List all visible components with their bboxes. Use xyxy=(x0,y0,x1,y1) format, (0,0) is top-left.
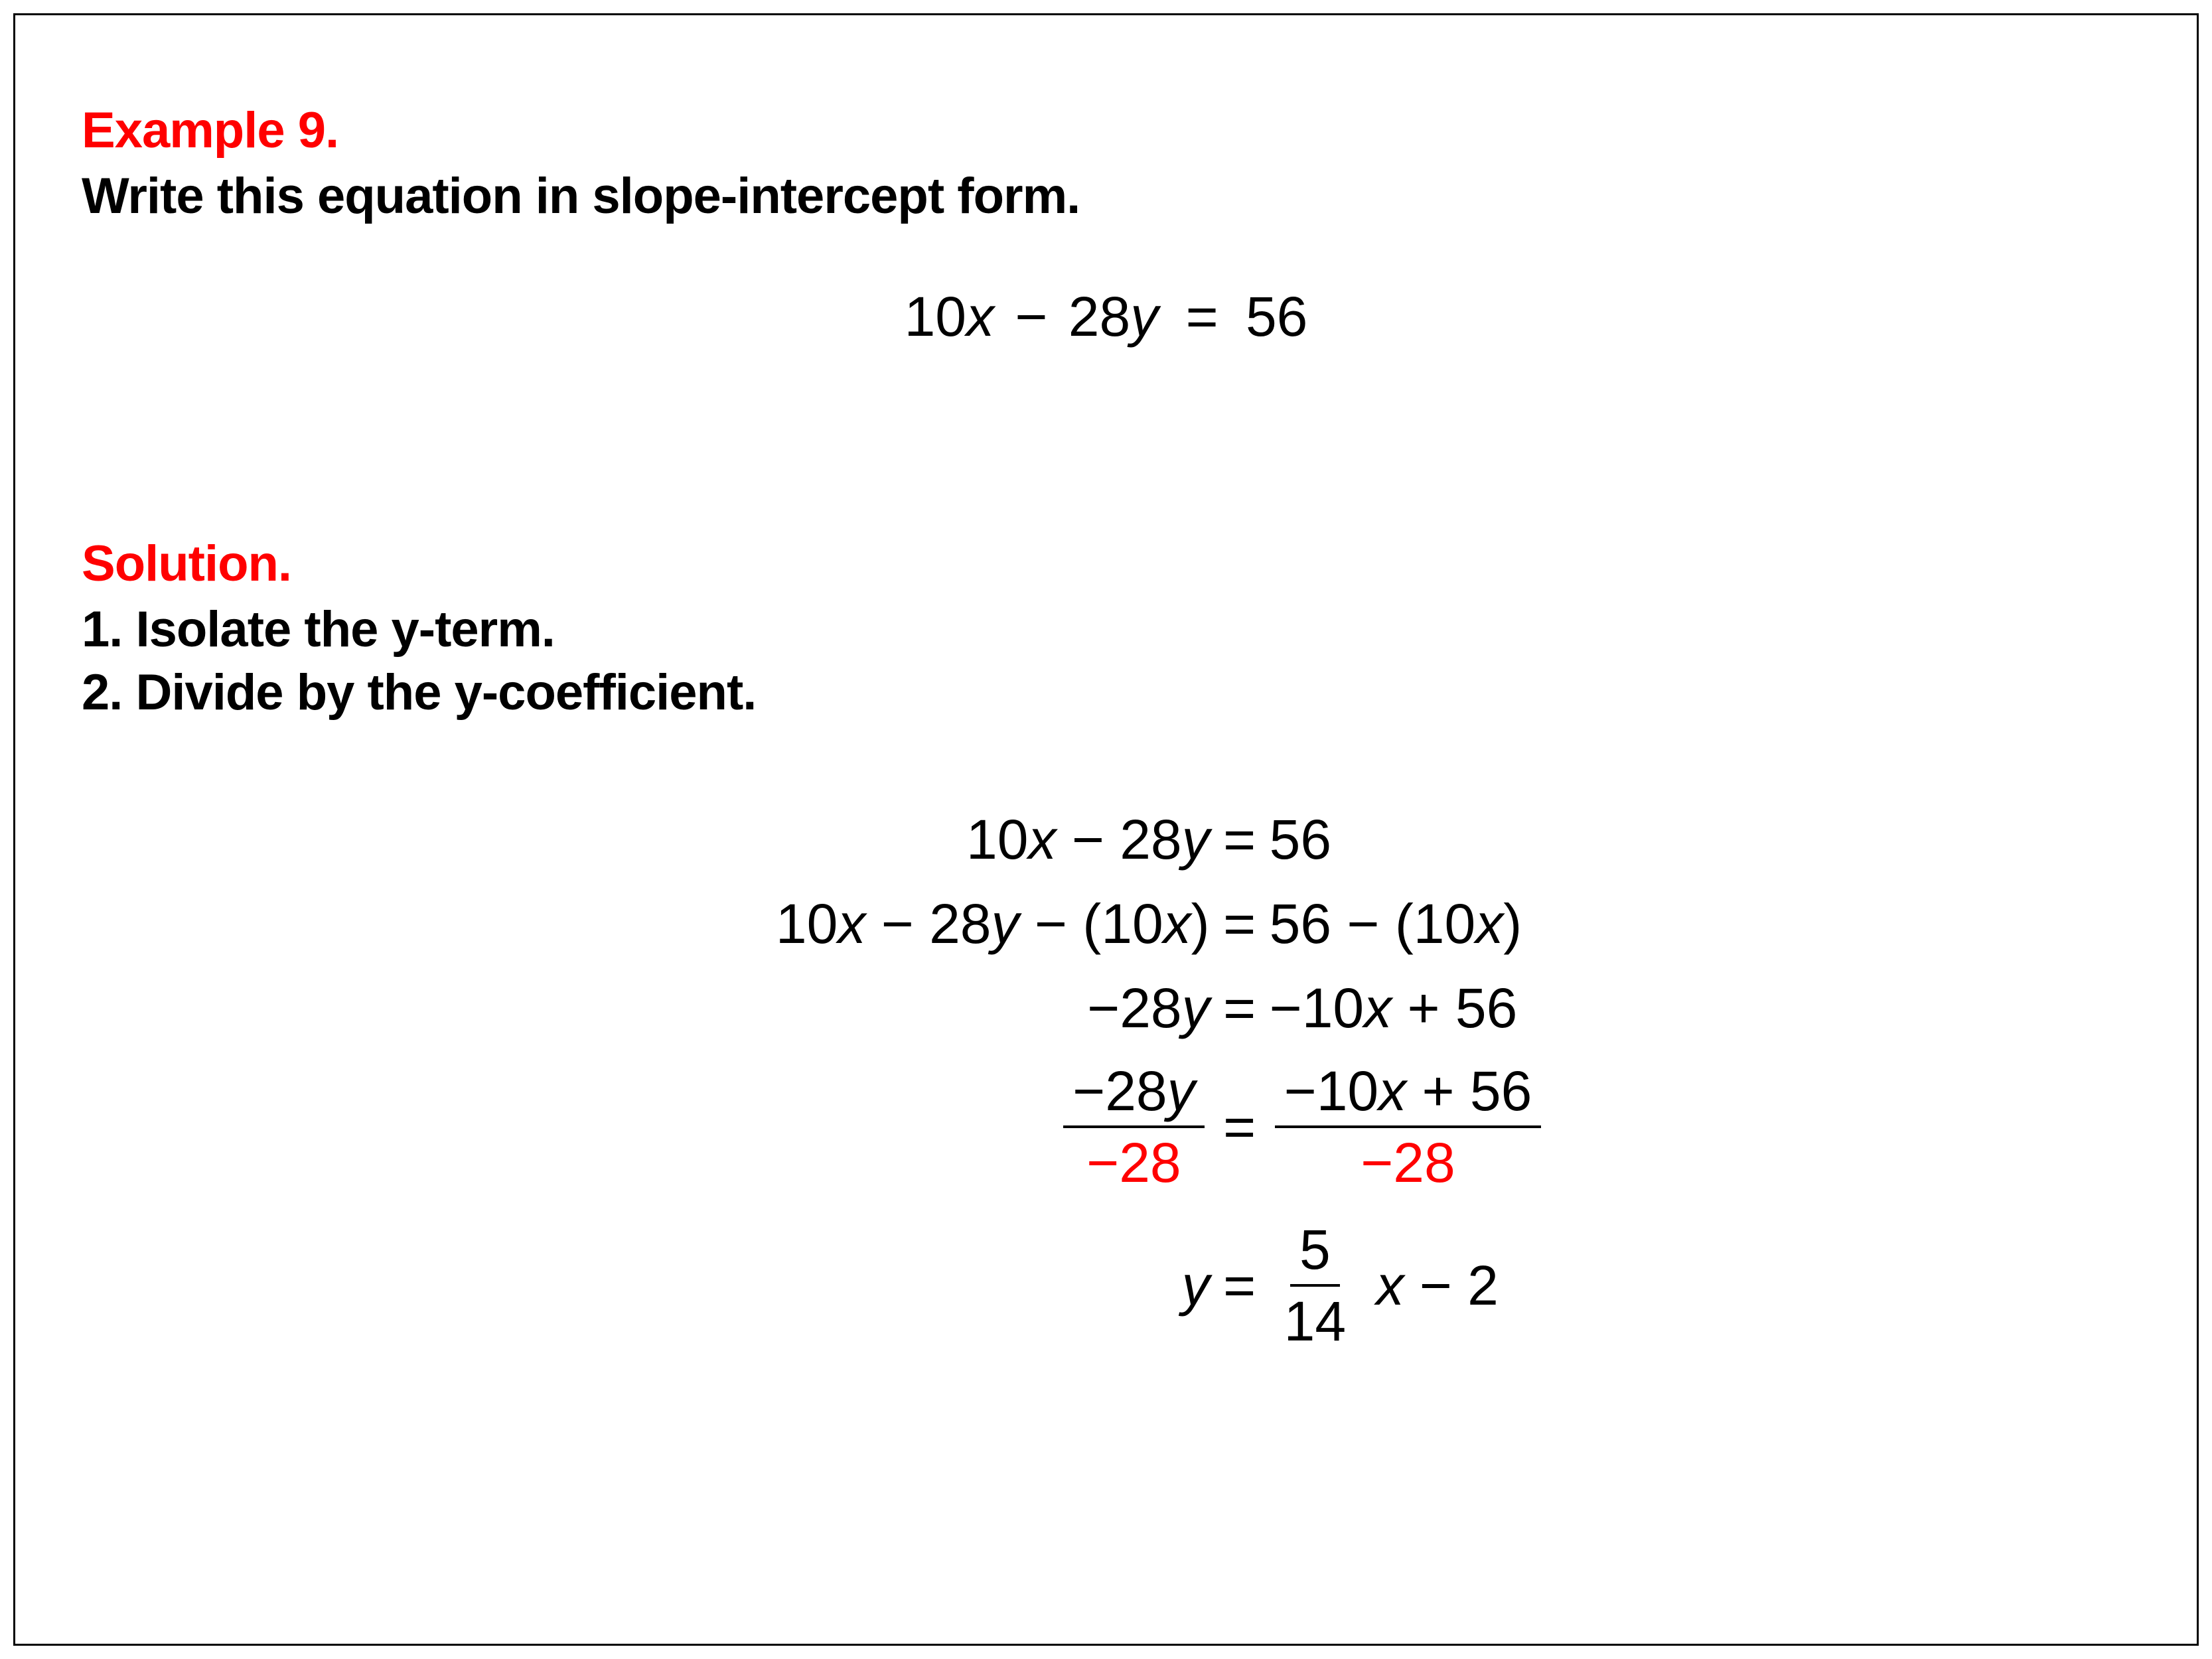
problem-equation: 10x − 28y = 56 xyxy=(82,285,2130,349)
work-align-wrap: 10x − 28y = 56 10x − 28y − (10x) = 56 − … xyxy=(666,808,1547,1378)
work-line-4-left: −28y −28 xyxy=(666,1060,1210,1194)
example-label: Example 9. xyxy=(82,102,2130,159)
eq-coef-b: 28 xyxy=(1069,285,1130,348)
solution-step-2: 2. Divide by the y-coefficient. xyxy=(82,664,2130,721)
work-line-1: 10x − 28y = 56 xyxy=(666,808,1547,872)
work-line-3-eq: = xyxy=(1210,976,1270,1041)
work-line-5-right: 5 14 x − 2 xyxy=(1270,1219,1499,1352)
work-line-1-eq: = xyxy=(1210,808,1270,872)
solution-heading: Solution. xyxy=(82,535,2130,593)
work-line-4: −28y −28 = −10x + 56 −28 xyxy=(666,1060,1547,1194)
work-line-4-right: −10x + 56 −28 xyxy=(1270,1060,1547,1194)
eq-var-x: x xyxy=(966,285,994,348)
work-line-2-eq: = xyxy=(1210,892,1270,956)
work-line-5-eq: = xyxy=(1210,1254,1270,1318)
eq-var-y: y xyxy=(1130,285,1158,348)
work-line-3: −28y = −10x + 56 xyxy=(666,976,1547,1041)
instruction-text: Write this equation in slope-intercept f… xyxy=(82,167,2130,225)
work-line-2: 10x − 28y − (10x) = 56 − (10x) xyxy=(666,892,1547,956)
work-line-1-left: 10x − 28y xyxy=(666,808,1210,872)
eq-equals: = xyxy=(1186,285,1218,348)
work-line-4-eq: = xyxy=(1210,1095,1270,1159)
eq-rhs: 56 xyxy=(1246,285,1307,348)
work-line-3-right: −10x + 56 xyxy=(1270,976,1518,1041)
work-block: 10x − 28y = 56 10x − 28y − (10x) = 56 − … xyxy=(82,808,2130,1378)
work-line-4-left-frac: −28y −28 xyxy=(1063,1060,1205,1194)
work-line-2-right: 56 − (10x) xyxy=(1270,892,1522,956)
work-line-3-left: −28y xyxy=(666,976,1210,1041)
work-line-4-right-frac: −10x + 56 −28 xyxy=(1275,1060,1542,1194)
work-line-1-right: 56 xyxy=(1270,808,1331,872)
work-line-5-left: y xyxy=(666,1254,1210,1318)
eq-op-minus: − xyxy=(1015,285,1047,348)
page-border: Example 9. Write this equation in slope-… xyxy=(13,13,2199,1646)
solution-step-1: 1. Isolate the y-term. xyxy=(82,601,2130,658)
work-line-2-left: 10x − 28y − (10x) xyxy=(666,892,1210,956)
eq-coef-a: 10 xyxy=(905,285,966,348)
work-line-5-frac: 5 14 xyxy=(1275,1219,1355,1352)
work-line-5: y = 5 14 x − 2 xyxy=(666,1219,1547,1352)
